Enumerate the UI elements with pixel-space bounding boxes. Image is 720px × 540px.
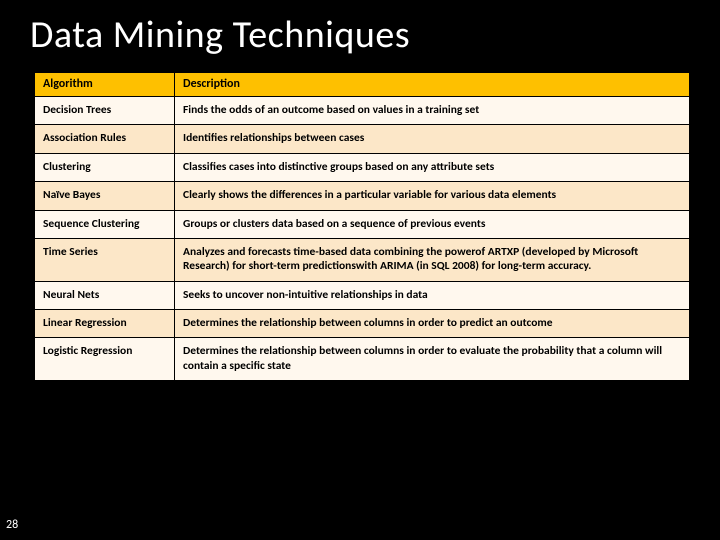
cell-algorithm: Association Rules bbox=[35, 125, 175, 153]
cell-algorithm: Neural Nets bbox=[35, 281, 175, 309]
cell-algorithm: Time Series bbox=[35, 238, 175, 281]
cell-description: Classifies cases into distinctive groups… bbox=[175, 153, 690, 181]
cell-description: Analyzes and forecasts time-based data c… bbox=[175, 238, 690, 281]
cell-description: Finds the odds of an outcome based on va… bbox=[175, 97, 690, 125]
cell-description: Determines the relationship between colu… bbox=[175, 338, 690, 381]
table-row: Sequence Clustering Groups or clusters d… bbox=[35, 210, 690, 238]
table-row: Linear Regression Determines the relatio… bbox=[35, 310, 690, 338]
table-row: Time Series Analyzes and forecasts time-… bbox=[35, 238, 690, 281]
cell-algorithm: Logistic Regression bbox=[35, 338, 175, 381]
table-row: Decision Trees Finds the odds of an outc… bbox=[35, 97, 690, 125]
page-number: 28 bbox=[6, 518, 18, 532]
table-row: Logistic Regression Determines the relat… bbox=[35, 338, 690, 381]
table-row: Association Rules Identifies relationshi… bbox=[35, 125, 690, 153]
cell-description: Identifies relationships between cases bbox=[175, 125, 690, 153]
header-description: Description bbox=[175, 73, 690, 97]
table-header-row: Algorithm Description bbox=[35, 73, 690, 97]
table-row: Neural Nets Seeks to uncover non-intuiti… bbox=[35, 281, 690, 309]
cell-algorithm: Sequence Clustering bbox=[35, 210, 175, 238]
cell-description: Determines the relationship between colu… bbox=[175, 310, 690, 338]
slide-title: Data Mining Techniques bbox=[30, 12, 698, 58]
cell-algorithm: Naïve Bayes bbox=[35, 182, 175, 210]
table-row: Naïve Bayes Clearly shows the difference… bbox=[35, 182, 690, 210]
table-row: Clustering Classifies cases into distinc… bbox=[35, 153, 690, 181]
cell-description: Seeks to uncover non-intuitive relations… bbox=[175, 281, 690, 309]
header-algorithm: Algorithm bbox=[35, 73, 175, 97]
cell-description: Groups or clusters data based on a seque… bbox=[175, 210, 690, 238]
algorithms-table: Algorithm Description Decision Trees Fin… bbox=[34, 72, 690, 381]
cell-algorithm: Linear Regression bbox=[35, 310, 175, 338]
cell-description: Clearly shows the differences in a parti… bbox=[175, 182, 690, 210]
cell-algorithm: Decision Trees bbox=[35, 97, 175, 125]
slide: Data Mining Techniques Algorithm Descrip… bbox=[0, 0, 720, 540]
cell-algorithm: Clustering bbox=[35, 153, 175, 181]
